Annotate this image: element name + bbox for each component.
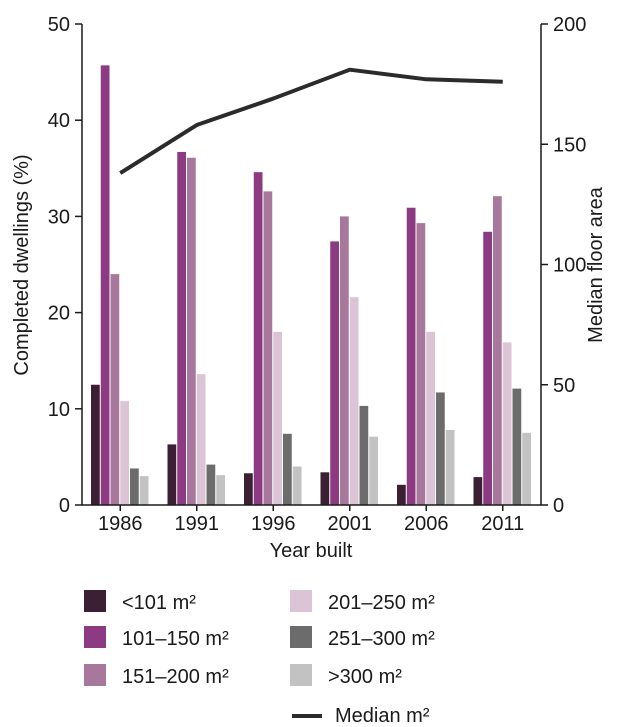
x-tick-label: 1991 (175, 513, 220, 535)
legend: <101 m² 101–150 m² 151–200 m² 201–250 m² 251… (84, 590, 435, 727)
legend-swatch (290, 590, 312, 612)
y-right-tick-label: 100 (553, 255, 586, 277)
bar (187, 157, 196, 505)
y-right-tick-label: 150 (553, 134, 586, 156)
median-line (119, 67, 503, 175)
bar (139, 476, 149, 505)
axes (81, 24, 542, 506)
bar (91, 384, 100, 505)
plot-area (91, 65, 531, 506)
x-tick-label: 1986 (98, 513, 143, 535)
y-tick-label: 20 (48, 303, 70, 325)
bar (110, 274, 120, 505)
bar (473, 477, 483, 505)
legend-swatch (290, 626, 312, 648)
bar (320, 472, 330, 505)
bar (416, 223, 426, 505)
bar (100, 65, 110, 506)
bar (483, 231, 492, 506)
legend-label: >300 m² (328, 666, 402, 688)
bar (522, 432, 531, 505)
bar (292, 466, 302, 505)
y-tick-label: 10 (48, 399, 70, 421)
bar (406, 207, 416, 506)
bar (177, 151, 186, 505)
legend-label: 151–200 m² (122, 666, 229, 688)
y-tick-label: 50 (48, 14, 70, 36)
bar (263, 191, 273, 505)
legend-label: 251–300 m² (328, 628, 435, 650)
legend-swatch (290, 664, 312, 686)
x-tick-label: 1996 (251, 513, 296, 535)
bar (330, 241, 339, 505)
legend-swatch (84, 590, 106, 612)
bar (130, 468, 139, 505)
x-tick-label: 2001 (328, 513, 373, 535)
legend-label: Median m² (335, 705, 430, 727)
bar (273, 331, 282, 505)
bar (340, 216, 349, 505)
ticks: 0 10 20 30 40 50 0 50 100 150 200 1986 1991 1996 2001 2… (48, 14, 587, 535)
bar (349, 297, 359, 505)
y-axis-title: Completed dwellings (%) (11, 154, 33, 375)
bar (196, 374, 206, 505)
y-right-tick-label: 200 (553, 14, 586, 36)
bar (216, 475, 225, 505)
bar (445, 429, 455, 505)
y-right-tick-label: 0 (553, 495, 564, 517)
bar (244, 473, 253, 505)
y-tick-label: 0 (59, 495, 70, 517)
bar (369, 436, 378, 505)
y-right-tick-label: 50 (553, 375, 575, 397)
bar (426, 331, 435, 505)
bar (502, 342, 512, 505)
y-tick-label: 30 (48, 206, 70, 228)
bar (120, 401, 129, 505)
bar (167, 444, 177, 505)
legend-label: 201–250 m² (328, 592, 435, 614)
legend-swatch (84, 626, 106, 648)
y-axis-right-title: Median floor area (585, 186, 607, 343)
y-tick-label: 40 (48, 110, 70, 132)
legend-label: <101 m² (122, 592, 196, 614)
legend-label: 101–150 m² (122, 628, 229, 650)
bar (253, 172, 263, 505)
bar (436, 392, 445, 505)
bar (206, 464, 216, 505)
bar (493, 196, 502, 505)
legend-swatch (84, 664, 106, 686)
x-axis-title: Year built (270, 540, 353, 562)
bar (283, 433, 292, 505)
bar (359, 405, 369, 505)
bar (397, 484, 406, 505)
bar (512, 388, 522, 505)
x-tick-label: 2006 (404, 513, 449, 535)
x-tick-label: 2011 (481, 513, 524, 535)
